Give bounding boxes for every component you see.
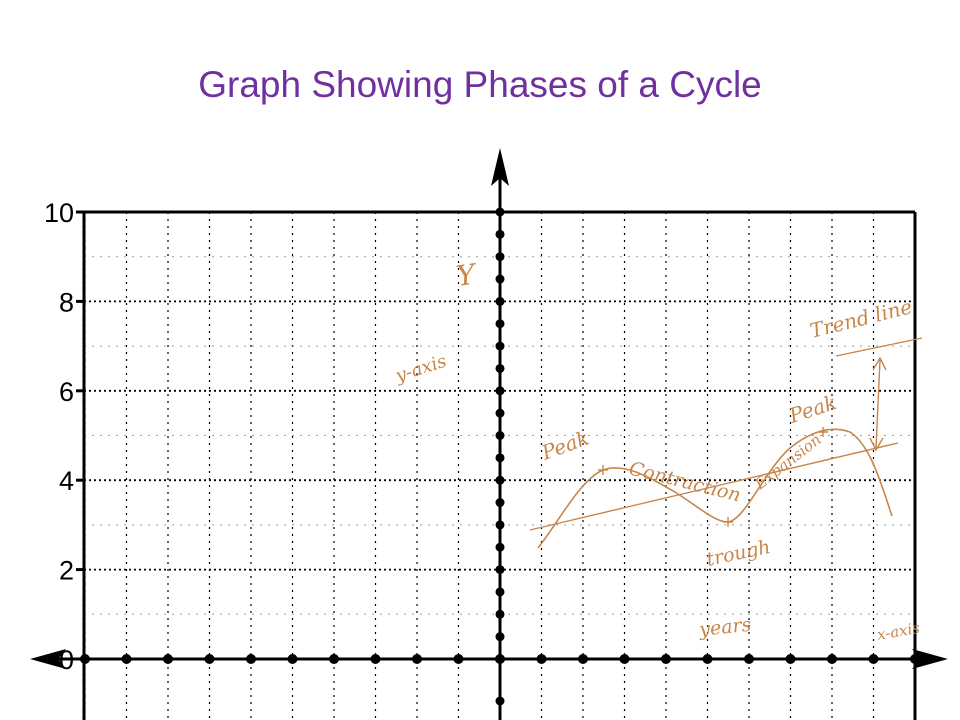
x-axis-dot (910, 654, 920, 664)
x-axis-arrow-left (30, 649, 66, 669)
y-tick-label: 4 (59, 466, 74, 496)
x-axis-dot (329, 654, 339, 664)
x-axis-dot (246, 654, 256, 664)
x-axis-dot (287, 654, 298, 664)
y-axis-dot (495, 252, 505, 262)
peak-left-mark (598, 465, 608, 475)
y-tick-label: 0 (59, 645, 74, 675)
y-axis-dot (495, 296, 505, 306)
y-axis-dot (495, 229, 505, 239)
y-tick-labels: 0 2 4 6 8 10 (44, 198, 74, 675)
axes (30, 148, 948, 720)
trough-mark (723, 517, 733, 527)
y-tick-label: 10 (44, 198, 74, 228)
annotation-y-axis: y-axis (392, 351, 449, 387)
y-axis-dot (495, 319, 505, 329)
y-axis-dot (495, 696, 505, 706)
y-axis-dot (495, 431, 505, 440)
y-axis-dot (495, 609, 505, 619)
slide-title: Graph Showing Phases of a Cycle (198, 64, 762, 105)
amplitude-arrow (869, 356, 887, 452)
y-tick-label: 6 (59, 377, 74, 407)
x-axis-dot (453, 654, 464, 664)
annotation-expansion: Expansion (751, 430, 825, 493)
trend-line (529, 442, 899, 531)
x-axis-dot (536, 654, 547, 664)
x-axis-dot (412, 654, 422, 664)
y-axis-dot (495, 341, 505, 351)
y-axis-dot (495, 408, 505, 418)
y-axis-dot (495, 453, 505, 463)
x-axis-dot (204, 654, 215, 664)
y-axis-dot (495, 542, 505, 552)
handwritten-annotations: Y y-axis Peak Contraction trough Expansi… (392, 257, 923, 644)
x-axis-dot (661, 654, 671, 664)
y-axis-arrow (491, 148, 509, 186)
y-axis-dot (495, 565, 505, 575)
x-axis-dot (578, 654, 588, 664)
x-axis-dot (744, 654, 754, 664)
x-axis-dot (702, 654, 713, 664)
x-axis-dot (785, 654, 796, 664)
y-axis-dot (495, 587, 505, 597)
peak-right-mark (818, 427, 828, 437)
y-axis-dot (495, 475, 505, 485)
y-tick-label: 8 (59, 287, 74, 317)
x-axis-dot (80, 654, 90, 664)
annotation-y-letter: Y (454, 257, 479, 293)
y-axis-dot (495, 520, 505, 530)
y-axis-dot (495, 363, 505, 373)
x-axis-arrow-right (912, 649, 948, 669)
x-axis-dot (868, 654, 879, 664)
annotation-trough: trough (704, 536, 772, 571)
x-axis-dot (827, 654, 837, 664)
y-axis-dot (495, 498, 505, 508)
x-axis-dot (121, 654, 132, 664)
y-axis-dot (495, 386, 505, 396)
y-axis-dot (495, 207, 505, 217)
annotation-years: years (697, 614, 752, 641)
x-axis-dot (163, 654, 173, 664)
y-tick-label: 2 (59, 556, 74, 586)
annotation-peak-left: Peak (538, 426, 593, 465)
x-axis-dot (619, 654, 630, 664)
y-axis-dot (495, 632, 505, 642)
x-axis-dot (495, 654, 505, 664)
x-axis-dot (370, 654, 381, 664)
trend-underline (835, 337, 923, 357)
y-axis-dot (495, 274, 505, 284)
